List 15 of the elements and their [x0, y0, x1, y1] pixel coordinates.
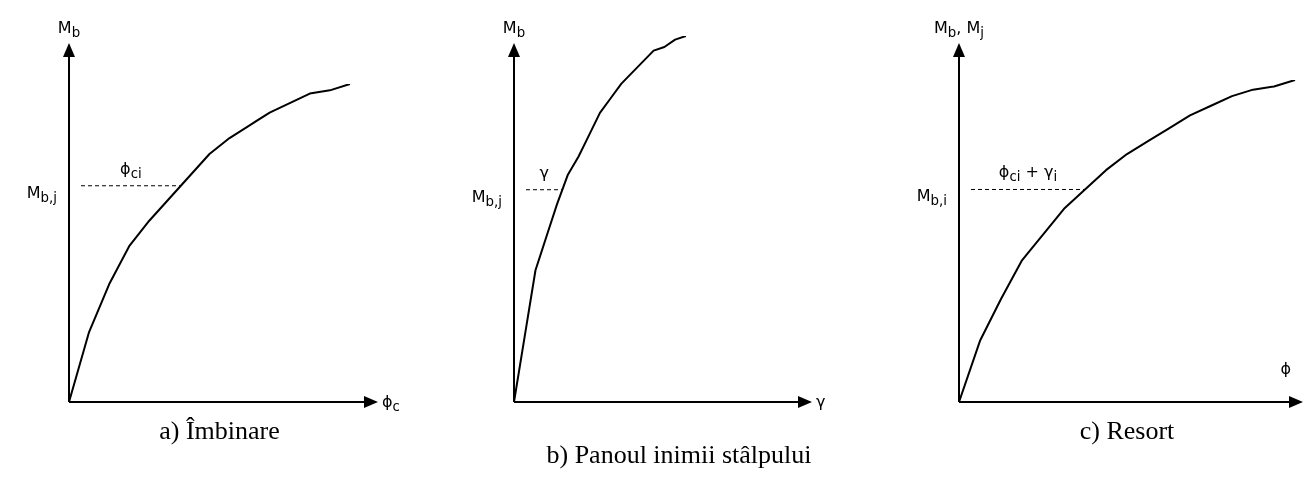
text: b) Panoul inimii stâlpului [546, 440, 812, 470]
annotation: γ [539, 162, 549, 182]
annotation: ϕ$_{ci}$ + γ$_{i}$ [998, 162, 1058, 187]
ref-line-label: M$_{b,j}$ [471, 186, 502, 211]
x-axis-title: ϕ [1280, 359, 1291, 378]
y-axis-title: M$_{b}$, M$_{j}$ [934, 18, 984, 43]
ref-line-label: M$_{b,j}$ [26, 182, 57, 207]
ref-line-label: M$_{b,i}$ [916, 186, 947, 211]
y-axis-title: M$_{b}$ [502, 18, 526, 43]
text: a) Îmbinare [159, 416, 280, 446]
annotation: ϕ$_{ci}$ [120, 158, 142, 183]
x-axis-title: ϕ$_{c}$ [382, 392, 400, 417]
x-axis-title: γ [816, 392, 826, 411]
text: c) Resort [1079, 416, 1175, 446]
y-axis-title: M$_{b}$ [57, 18, 81, 43]
